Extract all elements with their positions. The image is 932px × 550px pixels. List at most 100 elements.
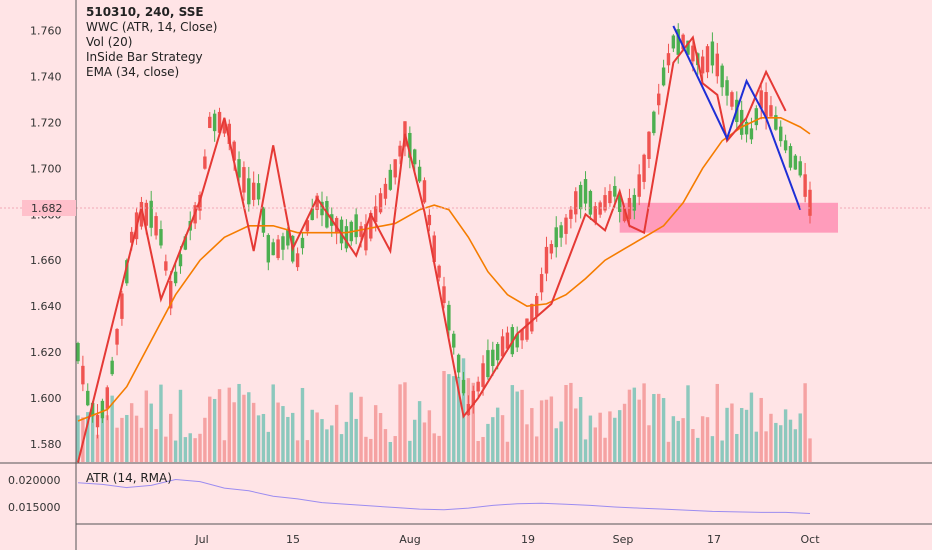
support-zone — [619, 202, 838, 233]
volume-bar — [129, 403, 134, 462]
volume-bar — [237, 383, 241, 462]
volume-bar — [525, 424, 529, 462]
volume-bar — [500, 415, 505, 462]
volume-bar — [808, 438, 812, 462]
candle-body — [700, 56, 705, 74]
candle-body — [681, 34, 685, 50]
price-marker-label: 1.682 — [31, 202, 63, 215]
candle-body — [408, 132, 412, 158]
volume-bar — [173, 440, 178, 462]
y-tick-label: 1.700 — [30, 162, 62, 175]
candle-body — [569, 209, 573, 219]
candle-body — [754, 108, 759, 126]
candle-body — [242, 167, 246, 193]
atr-tick-label: 0.020000 — [8, 474, 61, 487]
volume-bar — [378, 413, 383, 462]
legend-indicator-vol: Vol (20) — [86, 35, 132, 49]
volume-bar — [754, 431, 759, 462]
candle-body — [774, 115, 778, 130]
volume-bar — [574, 408, 578, 462]
legend-indicator-wwc: WWC (ATR, 14, Close) — [86, 20, 217, 34]
volume-bar — [76, 415, 80, 462]
candle-body — [256, 183, 261, 200]
x-tick-label: 19 — [521, 533, 535, 546]
candle-body — [779, 126, 783, 142]
ema-line — [77, 116, 811, 422]
candle-body — [125, 260, 129, 284]
volume-bar — [666, 441, 671, 462]
volume-bar — [120, 417, 124, 462]
volume-bar — [198, 433, 202, 462]
candle-body — [251, 182, 256, 200]
candle-body — [725, 80, 729, 96]
volume-bar — [359, 396, 363, 462]
volume-bar — [315, 412, 319, 462]
volume-bar — [183, 437, 188, 462]
volume-bar — [798, 413, 802, 462]
candle-body — [100, 400, 105, 419]
volume-bar — [403, 382, 407, 462]
volume-bar — [681, 418, 685, 462]
x-tick-label: 17 — [707, 533, 721, 546]
volume-bar — [149, 403, 153, 462]
volume-bar — [481, 436, 485, 462]
candle-body — [86, 390, 90, 406]
candle-body — [803, 174, 807, 197]
atr-pane[interactable]: 0.020000 0.015000 — [8, 474, 811, 514]
candle-body — [647, 131, 651, 159]
volume-bar — [627, 389, 632, 462]
candle-body — [373, 206, 378, 223]
volume-bar — [251, 402, 256, 462]
candle-body — [456, 354, 461, 373]
candle-body — [603, 195, 607, 211]
candle-body — [110, 360, 114, 375]
volume-bar — [344, 421, 349, 462]
candle-body — [276, 239, 280, 259]
y-tick-label: 1.600 — [30, 392, 62, 405]
volume-bar — [491, 417, 495, 462]
candle-body — [359, 226, 363, 237]
zigzag-blue-line — [672, 25, 802, 211]
volume-bar — [256, 415, 261, 462]
legend: 510310, 240, SSE WWC (ATR, 14, Close) Vo… — [86, 5, 217, 485]
candle-body — [305, 220, 310, 232]
volume-bar — [369, 438, 373, 462]
candle-body — [286, 229, 290, 246]
volume-bar — [422, 422, 427, 462]
volume-bar — [744, 409, 749, 462]
volume-bar — [554, 428, 558, 462]
candle-body — [764, 92, 768, 119]
candle-body — [369, 213, 373, 239]
volume-bar — [388, 441, 393, 462]
volume-bar — [110, 395, 114, 462]
candle-body — [90, 402, 95, 417]
volume-bar — [632, 387, 637, 462]
volume-bar — [271, 384, 275, 462]
candle-body — [661, 67, 666, 86]
volume-bar — [676, 420, 680, 462]
price-pane[interactable] — [0, 23, 932, 463]
zigzag-red-line — [77, 35, 787, 463]
volume-bar — [295, 440, 300, 462]
candle-body — [442, 286, 446, 304]
candle-body — [578, 184, 583, 210]
volume-bar — [266, 431, 271, 462]
volume-bar — [583, 439, 588, 462]
candle-body — [461, 379, 466, 394]
candle-body — [437, 265, 441, 278]
volume-bar — [125, 414, 129, 462]
candle-body — [339, 219, 344, 244]
time-axis[interactable]: Jul 15 Aug 19 Sep 17 Oct — [194, 533, 820, 546]
candle-body — [173, 271, 178, 284]
volume-bar — [203, 417, 207, 462]
volume-bar — [725, 407, 729, 462]
volume-bar — [691, 428, 695, 462]
candle-body — [598, 202, 602, 215]
volume-bar — [466, 378, 471, 462]
candle-body — [559, 225, 563, 238]
candle-body — [300, 237, 305, 249]
candle-body — [169, 280, 173, 309]
candle-body — [393, 159, 397, 178]
